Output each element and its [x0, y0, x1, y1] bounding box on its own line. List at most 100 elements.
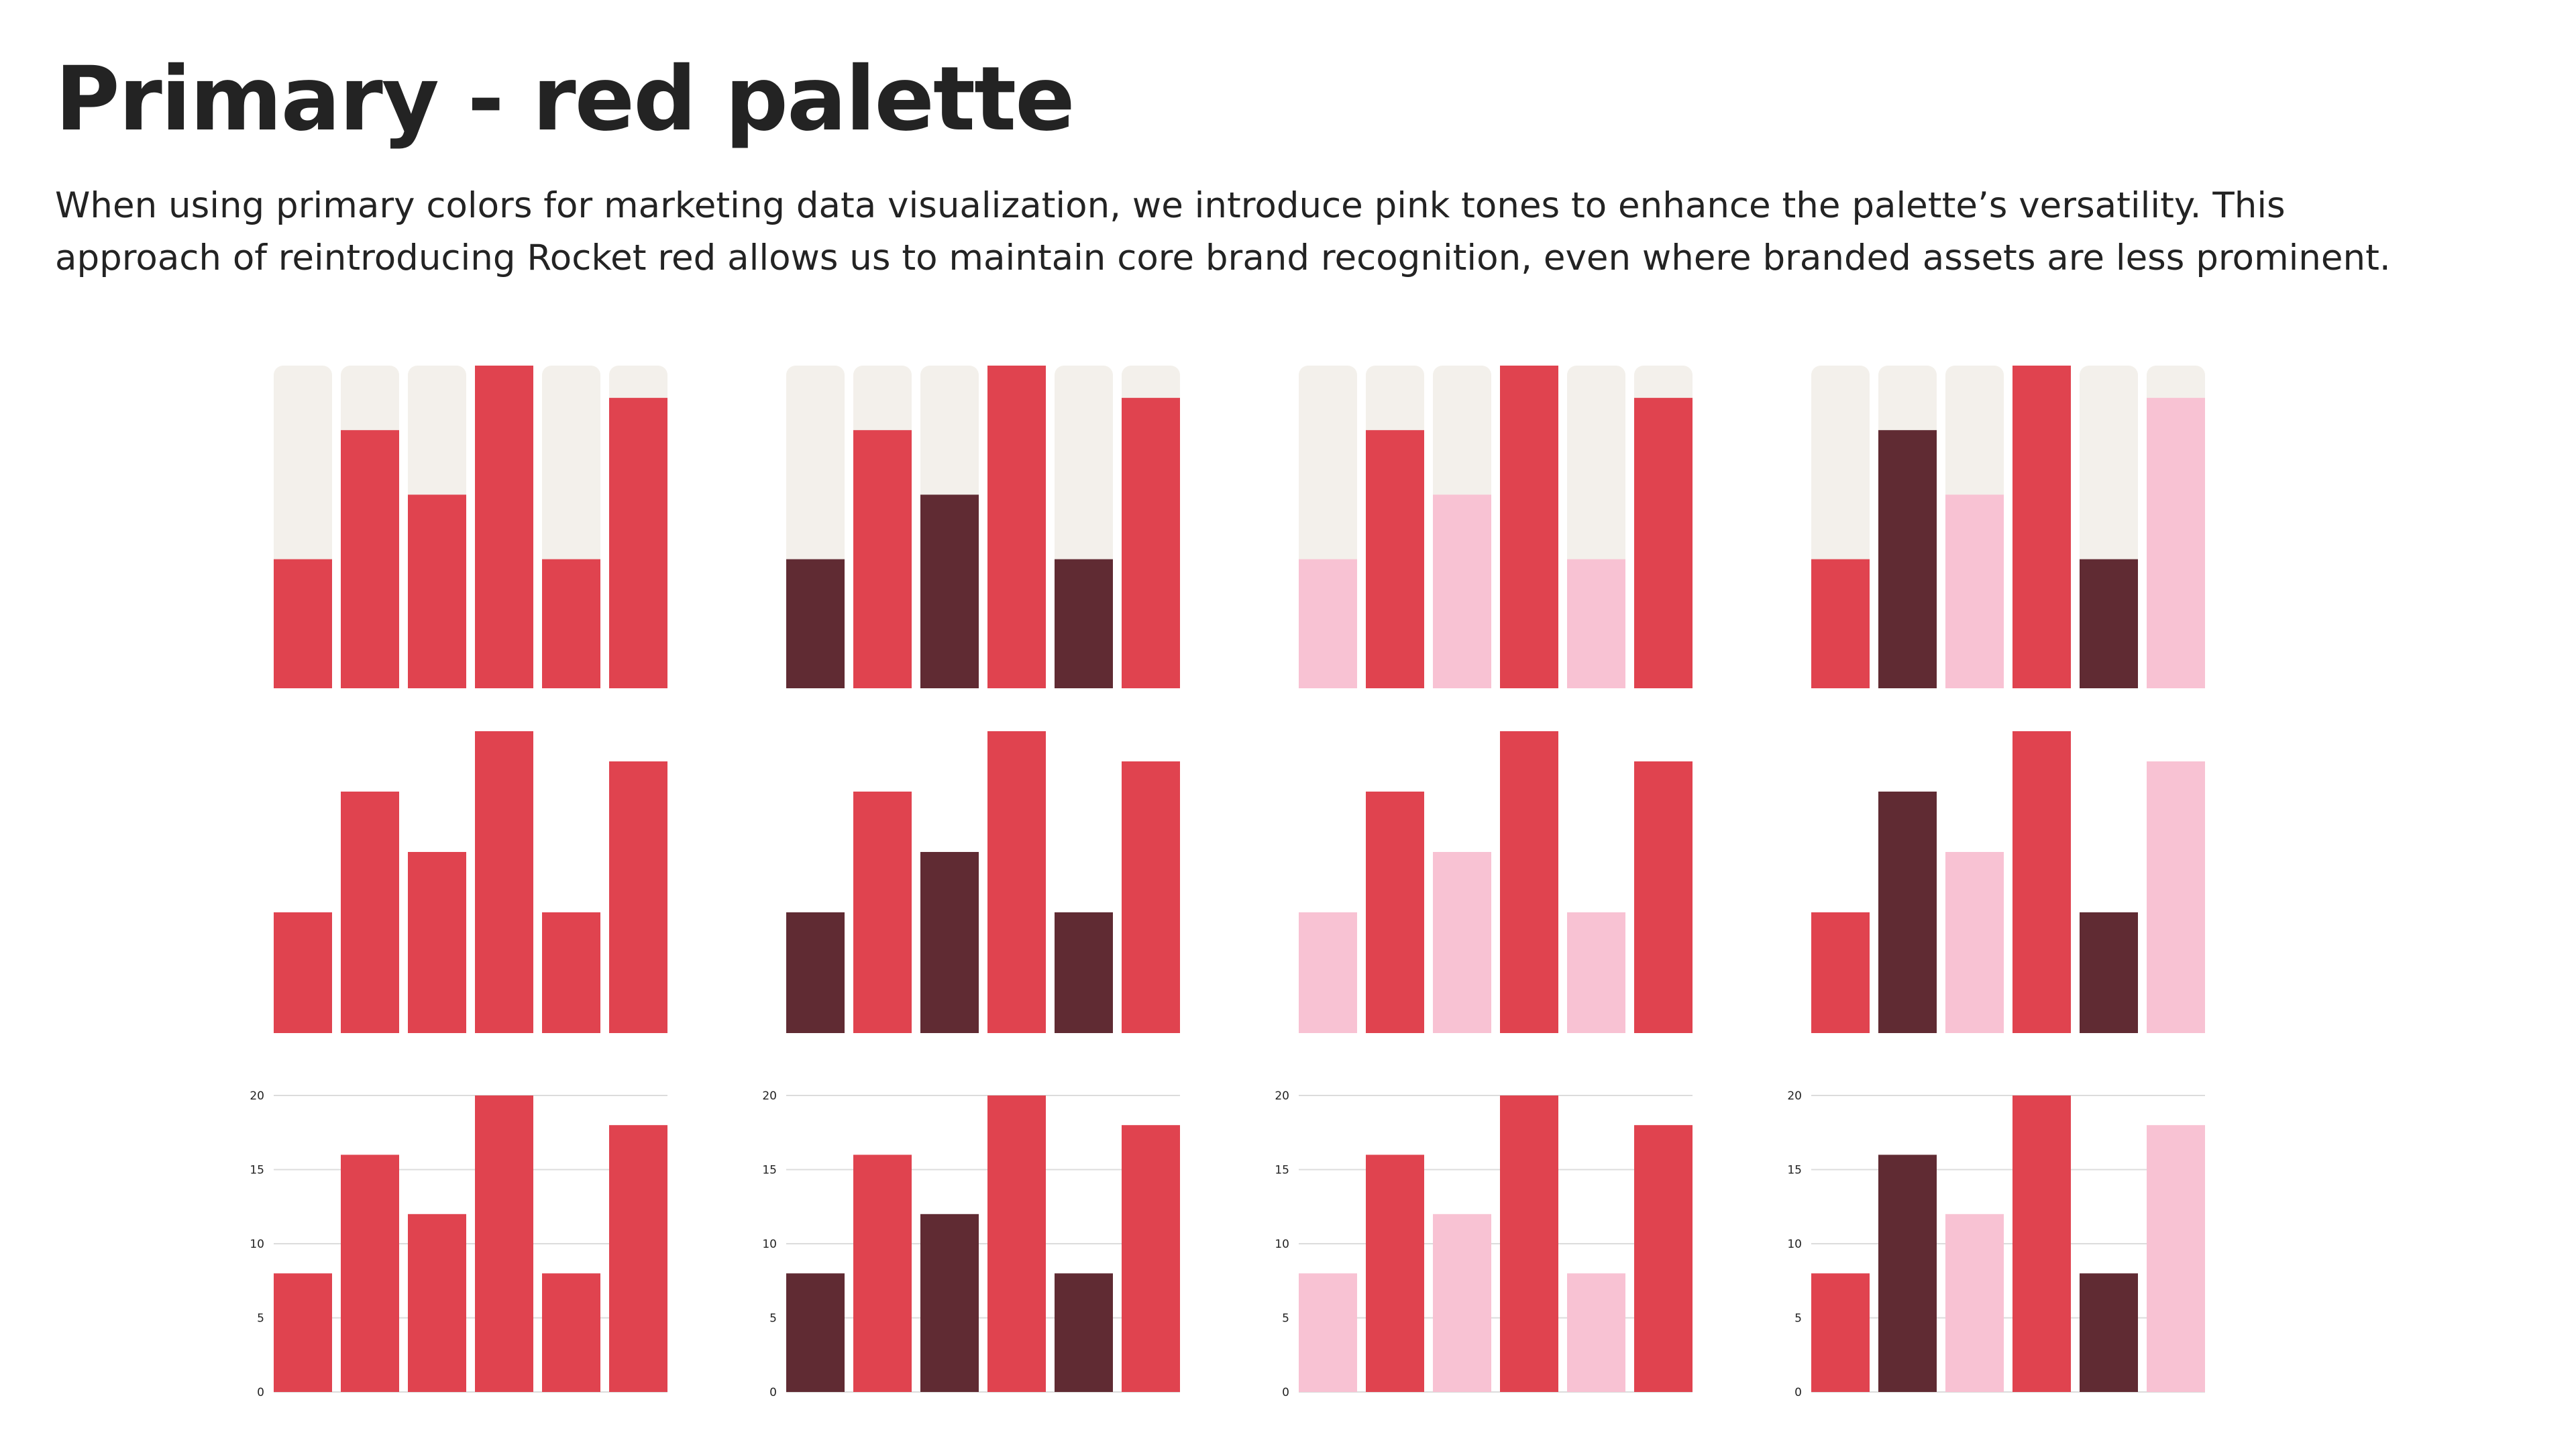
- bar: [2012, 366, 2071, 688]
- y-tick-label: 0: [769, 1386, 777, 1399]
- bar: [1811, 1273, 1870, 1392]
- bar: [920, 852, 979, 1033]
- y-tick-label: 15: [1275, 1164, 1289, 1177]
- bar: [1567, 912, 1625, 1033]
- bar: [475, 731, 533, 1033]
- bar: [1634, 761, 1693, 1033]
- bar-chart-12: 0 5 10 15 20: [1787, 1089, 2205, 1399]
- y-tick-label: 20: [250, 1089, 264, 1103]
- y-tick-label: 5: [257, 1312, 264, 1326]
- bar: [920, 1214, 979, 1392]
- y-tick-label: 15: [250, 1164, 264, 1177]
- bar: [609, 1125, 667, 1392]
- page-title: Primary - red palette: [55, 48, 1075, 151]
- bar: [1299, 912, 1357, 1033]
- bar: [1122, 398, 1180, 688]
- bar: [542, 1273, 600, 1392]
- bar: [2080, 1273, 2138, 1392]
- bar-chart-8: [1811, 731, 2205, 1033]
- bar: [475, 1095, 533, 1392]
- bar: [1567, 559, 1625, 688]
- bar-chart-4: [1811, 366, 2205, 688]
- bar: [1878, 1155, 1937, 1392]
- bar: [987, 731, 1046, 1033]
- bar-chart-9: 0 5 10 15 20: [250, 1089, 667, 1399]
- bar: [1567, 1273, 1625, 1392]
- y-tick-label: 15: [1787, 1164, 1802, 1177]
- y-tick-label: 20: [762, 1089, 777, 1103]
- bar: [987, 366, 1046, 688]
- bar: [274, 559, 332, 688]
- bar-chart-7: [1299, 731, 1693, 1033]
- y-tick-label: 10: [762, 1238, 777, 1251]
- bar: [274, 912, 332, 1033]
- y-tick-label: 15: [762, 1164, 777, 1177]
- bar: [1500, 731, 1558, 1033]
- bar: [1878, 430, 1937, 688]
- bar: [609, 761, 667, 1033]
- bar: [2147, 398, 2205, 688]
- bar: [920, 494, 979, 688]
- y-tick-label: 20: [1275, 1089, 1289, 1103]
- bar: [1878, 792, 1937, 1033]
- bar: [1945, 1214, 2004, 1392]
- bar: [2147, 761, 2205, 1033]
- bar: [1055, 912, 1113, 1033]
- bar: [1433, 852, 1491, 1033]
- bar: [542, 912, 600, 1033]
- bar: [1634, 1125, 1693, 1392]
- bar-chart-1: [274, 366, 667, 688]
- bar: [1945, 852, 2004, 1033]
- bar: [542, 559, 600, 688]
- bar: [341, 1155, 399, 1392]
- bar: [2080, 912, 2138, 1033]
- bar: [274, 1273, 332, 1392]
- bar: [1634, 398, 1693, 688]
- bar: [408, 494, 466, 688]
- bar: [786, 1273, 845, 1392]
- bar: [1945, 494, 2004, 688]
- bar: [1366, 792, 1424, 1033]
- bar: [1055, 1273, 1113, 1392]
- bar: [1366, 430, 1424, 688]
- bar-chart-2: [786, 366, 1180, 688]
- bar: [853, 792, 912, 1033]
- y-tick-label: 0: [1794, 1386, 1802, 1399]
- bar: [408, 1214, 466, 1392]
- bar: [2012, 731, 2071, 1033]
- bar: [1433, 494, 1491, 688]
- y-tick-label: 0: [1282, 1386, 1289, 1399]
- y-tick-label: 5: [769, 1312, 777, 1326]
- bar: [786, 559, 845, 688]
- y-tick-label: 0: [257, 1386, 264, 1399]
- bar: [408, 852, 466, 1033]
- bar: [853, 430, 912, 688]
- bar-chart-3: [1299, 366, 1693, 688]
- bar: [609, 398, 667, 688]
- bar: [1366, 1155, 1424, 1392]
- bar-chart-6: [786, 731, 1180, 1033]
- bar-chart-5: [274, 731, 667, 1033]
- bar-chart-10: 0 5 10 15 20: [762, 1089, 1180, 1399]
- bar: [1122, 761, 1180, 1033]
- bar: [2080, 559, 2138, 688]
- y-tick-label: 10: [1787, 1238, 1802, 1251]
- y-tick-label: 5: [1282, 1312, 1289, 1326]
- bar: [853, 1155, 912, 1392]
- bar: [341, 430, 399, 688]
- bar: [1299, 1273, 1357, 1392]
- bar: [2012, 1095, 2071, 1392]
- y-tick-label: 20: [1787, 1089, 1802, 1103]
- bar: [1811, 559, 1870, 688]
- y-tick-label: 10: [1275, 1238, 1289, 1251]
- bar: [987, 1095, 1046, 1392]
- bar: [2147, 1125, 2205, 1392]
- bar: [1122, 1125, 1180, 1392]
- bar: [1500, 366, 1558, 688]
- bar: [341, 792, 399, 1033]
- y-tick-label: 5: [1794, 1312, 1802, 1326]
- y-tick-label: 10: [250, 1238, 264, 1251]
- bar: [1811, 912, 1870, 1033]
- bar: [1500, 1095, 1558, 1392]
